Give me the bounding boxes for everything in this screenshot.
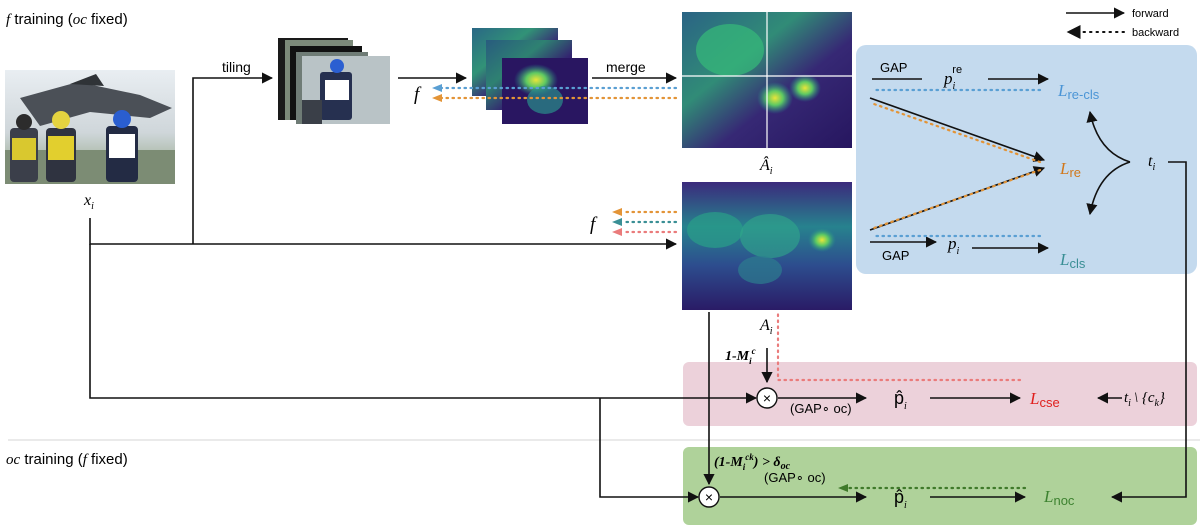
f-training-title: f training (oc fixed) bbox=[6, 11, 128, 28]
gap-label-top: GAP bbox=[880, 60, 907, 75]
blue-loss-panel bbox=[856, 45, 1197, 274]
one-minus-m-label: 1-Mic bbox=[725, 346, 756, 366]
a-label: Ai bbox=[759, 317, 773, 337]
loss-cls: Lcls bbox=[1059, 250, 1086, 271]
loss-noc: Lnoc bbox=[1043, 487, 1075, 508]
phat-label-green: p̂i bbox=[894, 487, 907, 511]
p-re-label: pire bbox=[943, 64, 962, 92]
threshold-label: (1-Mick) > δoc bbox=[714, 452, 791, 472]
attention-map bbox=[682, 182, 852, 310]
f-label-top: f bbox=[414, 84, 422, 105]
forward-paths bbox=[89, 72, 1187, 503]
gap-label-bottom: GAP bbox=[882, 248, 909, 263]
loss-re: Lre bbox=[1059, 159, 1081, 180]
oc-training-title: oc training (f fixed) bbox=[6, 451, 128, 468]
arrow-to-green-mult bbox=[599, 398, 700, 503]
loss-cse: Lcse bbox=[1029, 389, 1060, 410]
arrow-t-to-noc bbox=[1110, 161, 1187, 503]
pink-multiply-node bbox=[756, 387, 778, 409]
pink-cse-panel bbox=[683, 362, 1197, 426]
tiling-label: tiling bbox=[222, 59, 251, 75]
feature-map-stack bbox=[472, 28, 588, 124]
arrow-t-to-recls bbox=[1086, 110, 1131, 163]
backward-arrowheads bbox=[432, 84, 848, 492]
arrow-to-tiling bbox=[192, 72, 274, 244]
back-re-orange-top bbox=[872, 102, 1042, 164]
green-multiply-node bbox=[698, 486, 720, 508]
xi-label: xi bbox=[83, 192, 94, 212]
backward-paths bbox=[436, 86, 1042, 490]
arrow-ahat-to-re bbox=[869, 97, 1046, 162]
back-cse-pink bbox=[776, 310, 1022, 382]
arrow-to-pink-mult bbox=[89, 244, 758, 404]
input-image bbox=[5, 70, 175, 184]
merged-heatmap bbox=[682, 12, 852, 148]
gap-oc-label-green: (GAP∘ oc) bbox=[764, 470, 826, 485]
t-label: ti bbox=[1148, 153, 1155, 173]
legend-backward-label: backward bbox=[1132, 27, 1179, 39]
p-label: pi bbox=[947, 234, 960, 257]
tiled-patches bbox=[278, 38, 390, 124]
f-label-mid: f bbox=[590, 214, 598, 235]
pink-multiply-sign: × bbox=[763, 390, 771, 406]
ahat-label: Âi bbox=[759, 155, 773, 177]
legend-forward-label: forward bbox=[1132, 8, 1169, 20]
gap-oc-label-pink: (GAP∘ oc) bbox=[790, 401, 852, 416]
merge-label: merge bbox=[606, 59, 646, 75]
loss-re-cls: Lre-cls bbox=[1057, 81, 1100, 102]
phat-label-pink: p̂i bbox=[894, 388, 907, 412]
legend: forward backward bbox=[1066, 7, 1179, 39]
arrow-to-attention bbox=[89, 218, 678, 250]
green-noc-panel bbox=[683, 447, 1197, 525]
back-re-orange-bottom bbox=[872, 168, 1042, 230]
green-multiply-sign: × bbox=[705, 489, 713, 505]
arrow-t-to-cls bbox=[1086, 161, 1131, 216]
t-set-label: ti \ {ck} bbox=[1124, 390, 1165, 409]
